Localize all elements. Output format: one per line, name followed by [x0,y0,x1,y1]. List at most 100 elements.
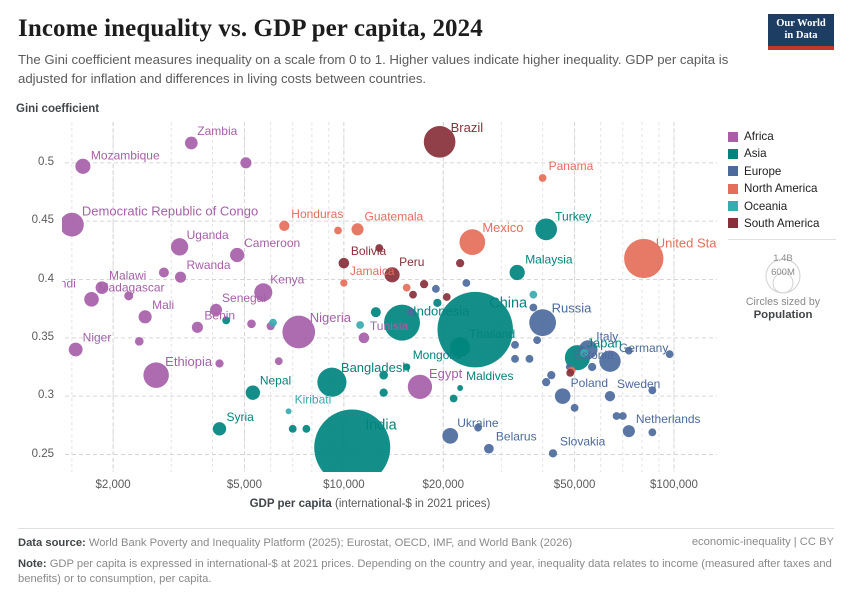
data-point[interactable] [542,378,551,387]
data-point[interactable] [379,388,388,397]
data-point-panama[interactable] [538,174,547,182]
data-point-senegal[interactable] [210,303,223,316]
data-point-jamaica[interactable] [340,279,348,287]
data-point-honduras[interactable] [279,220,290,231]
license-text[interactable]: economic-inequality | CC BY [691,536,834,548]
data-point-syria[interactable] [212,422,227,436]
data-point-malaysia[interactable] [509,264,525,281]
data-point[interactable] [529,303,538,312]
data-point-mali[interactable] [138,310,152,324]
data-point[interactable] [375,244,384,252]
data-point-russia[interactable] [529,309,557,337]
legend-item-asia[interactable]: Asia [728,147,846,160]
data-point[interactable] [449,394,458,403]
legend-item-europe[interactable]: Europe [728,165,846,178]
data-point[interactable] [215,359,224,368]
legend-item-south-america[interactable]: South America [728,217,846,230]
data-point-belarus[interactable] [484,443,494,454]
data-point-mongolia[interactable] [403,363,411,371]
data-point[interactable] [442,293,451,301]
data-point[interactable] [612,412,621,420]
data-point-sweden[interactable] [604,391,616,402]
data-point[interactable] [334,226,342,235]
data-point-benin[interactable] [191,321,203,333]
data-point-united-states[interactable] [624,238,664,279]
data-point-netherlands[interactable] [622,425,635,438]
data-point-thailand[interactable] [450,337,471,358]
owid-logo[interactable]: Our World in Data [768,14,834,50]
data-point-niger[interactable] [68,342,83,357]
data-point[interactable] [580,348,589,358]
data-point[interactable] [624,346,633,355]
data-point-mozambique[interactable] [75,158,91,174]
data-point-germany[interactable] [599,350,621,372]
data-point[interactable] [547,371,556,380]
data-point-poland[interactable] [554,388,571,404]
data-point[interactable] [402,283,411,292]
data-point[interactable] [618,412,627,420]
data-point-ethiopia[interactable] [143,362,169,388]
data-point[interactable] [274,357,283,366]
data-point[interactable] [511,340,519,349]
data-point-turkey[interactable] [535,218,558,241]
data-point-egypt[interactable] [407,374,433,399]
data-point-rwanda[interactable] [174,271,187,283]
data-point-bolivia[interactable] [338,257,350,269]
data-point-kenya[interactable] [254,283,273,302]
data-point[interactable] [302,424,311,433]
data-point[interactable] [409,290,417,299]
data-point[interactable] [356,321,365,329]
legend-item-africa[interactable]: Africa [728,130,846,143]
data-point[interactable] [247,319,256,329]
data-point[interactable] [407,308,416,317]
data-point-peru[interactable] [384,267,400,283]
legend-item-north-america[interactable]: North America [728,182,846,195]
data-point[interactable] [456,259,465,268]
data-point-guatemala[interactable] [351,223,364,236]
data-point[interactable] [433,298,442,307]
data-point-uganda[interactable] [170,238,189,256]
data-point[interactable] [533,336,542,345]
data-point-maldives[interactable] [457,385,464,391]
data-point-india[interactable] [314,409,391,472]
data-point-zambia[interactable] [184,136,198,150]
data-point-madagascar[interactable] [84,292,99,307]
data-point[interactable] [379,370,388,380]
data-point[interactable] [529,290,538,299]
data-point-cameroon[interactable] [230,247,245,263]
data-point-brazil[interactable] [423,126,456,158]
data-point[interactable] [134,337,144,346]
data-point[interactable] [570,403,579,412]
data-point[interactable] [431,284,440,293]
data-point-bangladesh[interactable] [317,367,347,397]
point-label-indonesia: Indonesia [413,304,470,319]
data-point[interactable] [648,386,657,395]
data-point[interactable] [288,424,297,433]
data-point-democratic-republic-of-congo[interactable] [62,212,84,237]
data-point[interactable] [124,291,134,301]
data-point[interactable] [370,307,381,318]
data-point[interactable] [240,157,252,169]
data-point[interactable] [665,350,674,359]
data-point[interactable] [588,362,597,372]
data-point[interactable] [648,428,657,437]
data-point[interactable] [474,423,482,432]
data-point-tunisia[interactable] [358,332,370,344]
data-point-slovakia[interactable] [548,449,558,458]
data-point[interactable] [222,316,231,325]
data-point-kiribati[interactable] [285,408,292,415]
data-point[interactable] [566,368,575,377]
data-point-malawi[interactable] [95,281,109,295]
data-point[interactable] [511,354,519,363]
data-point-nepal[interactable] [245,385,261,400]
legend-item-oceania[interactable]: Oceania [728,200,846,213]
data-point[interactable] [269,318,277,327]
logo-line-1: Our World [776,18,826,29]
data-point[interactable] [462,279,471,287]
data-point[interactable] [158,267,169,278]
data-point-mexico[interactable] [459,229,486,256]
data-point-nigeria[interactable] [282,315,316,349]
data-point-ukraine[interactable] [442,427,459,444]
data-point[interactable] [419,280,429,289]
data-point[interactable] [525,354,534,363]
